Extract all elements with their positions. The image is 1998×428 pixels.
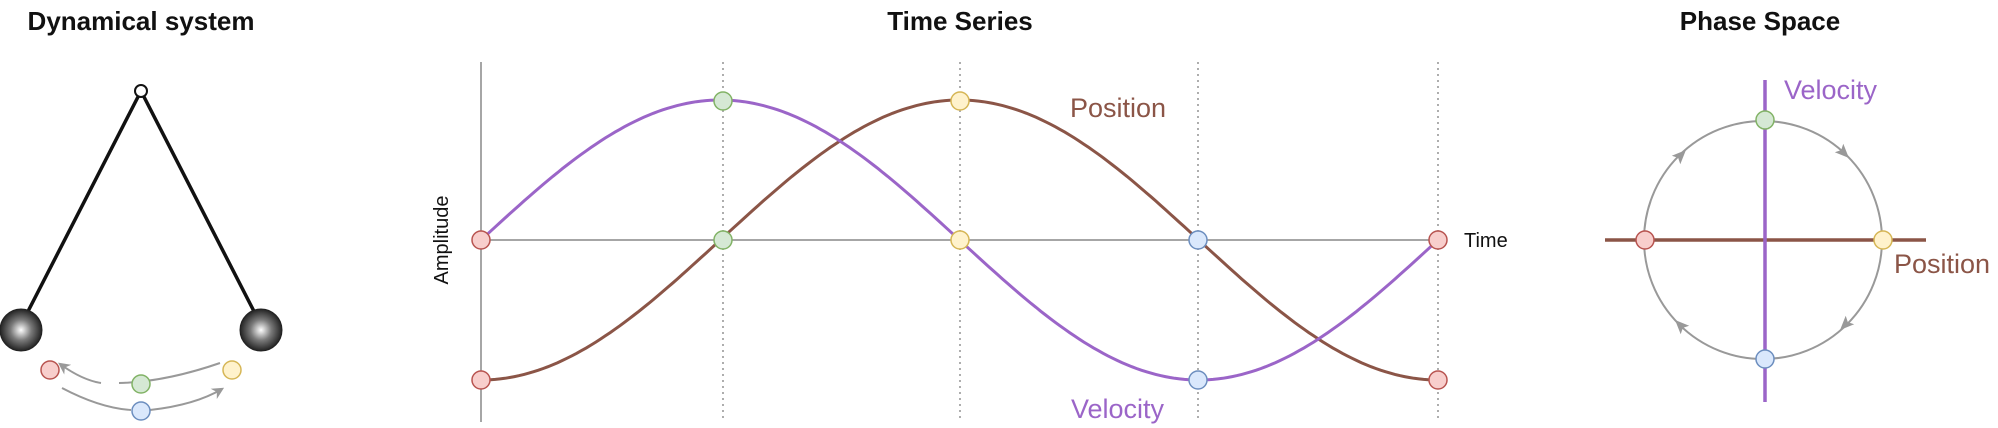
phase-marker-green [1755,110,1775,130]
velocity-curve-label: Velocity [1071,394,1165,424]
timeseries-title: Time Series [887,6,1033,36]
phase-marker-blue [1755,349,1775,369]
swing-arc-top [118,362,221,384]
position-curve-label: Position [1070,93,1166,123]
phase-arrow-icon [1671,150,1686,165]
phase-arrow-icon [1834,143,1849,158]
swing-arc-bottom [61,387,132,411]
ts-marker-red-position [471,370,491,390]
ts-marker-yellow-position [950,91,970,111]
ts-marker-green-velocity [713,91,733,111]
marker-blue [131,401,151,421]
swing-arrow-left-icon [58,362,102,384]
pendulum-rod-left [19,90,143,326]
ts-marker-blue-position [1188,230,1208,250]
pendulum-rod-right [139,90,263,326]
pendulum-pivot-icon [134,84,148,98]
marker-red [40,360,60,380]
phase-position-label: Position [1894,249,1990,279]
marker-green [131,374,151,394]
ts-marker-blue-velocity [1188,370,1208,390]
swing-arrow-right-icon [149,387,225,411]
system-panel: Dynamical system [0,6,283,421]
phase-marker-red [1635,230,1655,250]
ts-marker-red-end-position [1428,370,1448,390]
system-title: Dynamical system [28,6,255,36]
phase-panel: Phase Space Velocity Position [1605,6,1990,402]
ts-marker-red-velocity [471,230,491,250]
phase-arrow-icon [1675,320,1690,335]
phase-title: Phase Space [1680,6,1840,36]
marker-yellow [222,360,242,380]
phase-velocity-label: Velocity [1784,75,1878,105]
timeseries-panel: Time Series Amplitude Time Position Velo… [431,6,1508,424]
ts-marker-red-end-velocity [1428,230,1448,250]
ts-marker-green-position [713,230,733,250]
pendulum-bob-left-icon [0,308,43,352]
y-axis-label: Amplitude [431,196,453,285]
pendulum-bob-right-icon [239,308,283,352]
phase-marker-yellow [1873,230,1893,250]
ts-marker-yellow-velocity [950,230,970,250]
phase-arrow-icon [1840,315,1855,330]
x-axis-label: Time [1464,230,1508,252]
